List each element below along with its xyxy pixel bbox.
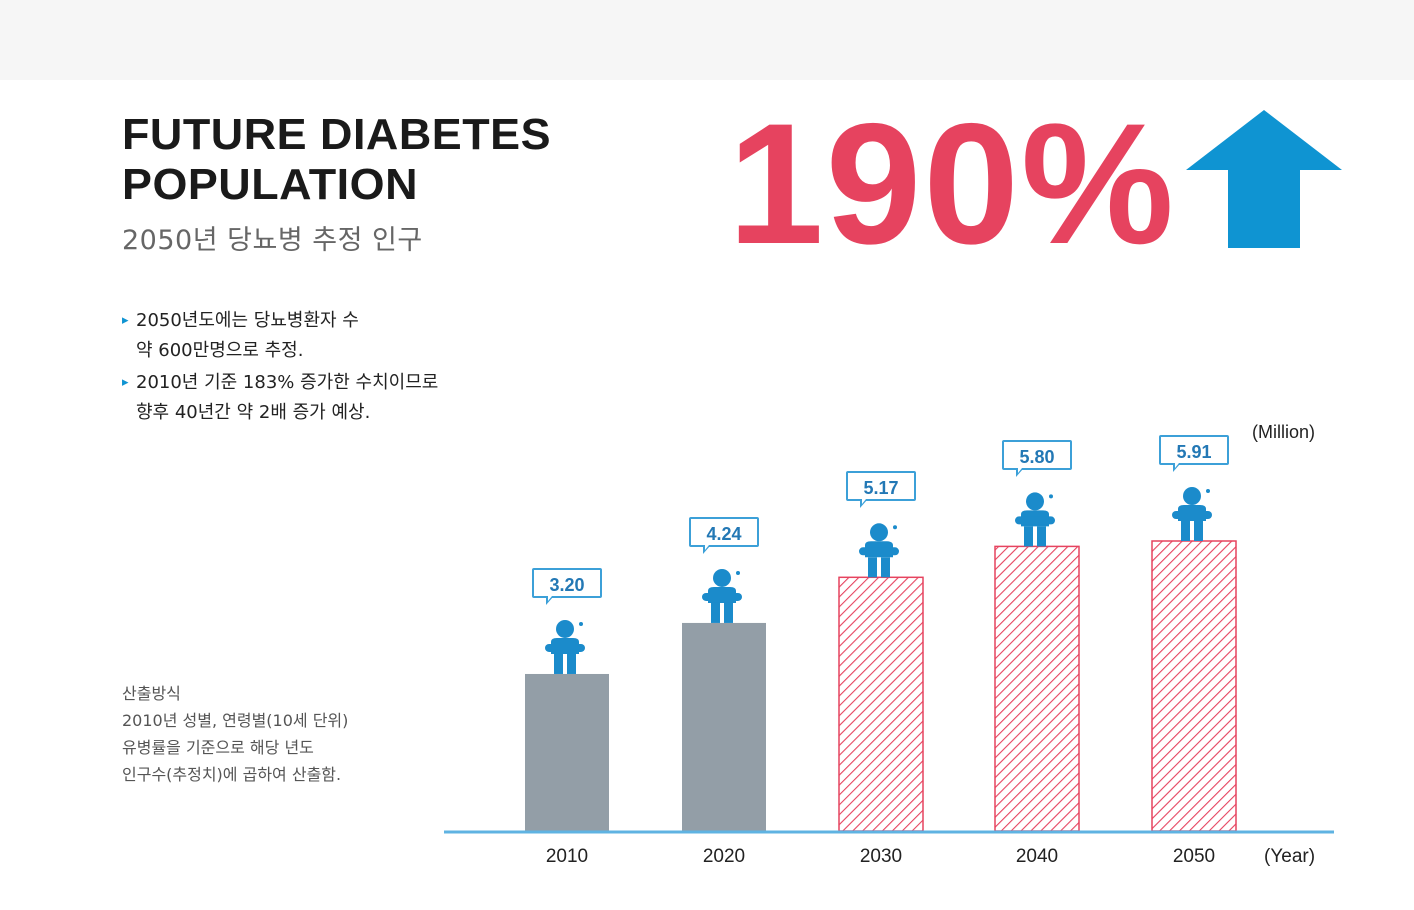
bar-2050 bbox=[1152, 541, 1236, 831]
x-unit-label: (Year) bbox=[1264, 846, 1315, 868]
x-tick-2010: 2010 bbox=[527, 846, 607, 868]
bar-2030 bbox=[839, 577, 923, 831]
x-tick-2030: 2030 bbox=[841, 846, 921, 868]
x-tick-2050: 2050 bbox=[1154, 846, 1234, 868]
value-label-2010: 3.20 bbox=[532, 568, 602, 598]
x-tick-2040: 2040 bbox=[997, 846, 1077, 868]
bar-2020 bbox=[682, 623, 766, 831]
value-label-2030: 5.17 bbox=[846, 471, 916, 501]
value-label-2050: 5.91 bbox=[1159, 435, 1229, 465]
person-icon bbox=[859, 523, 899, 577]
person-icon bbox=[702, 569, 742, 623]
bar-2040 bbox=[995, 546, 1079, 831]
person-icon bbox=[545, 620, 585, 674]
value-label-2020: 4.24 bbox=[689, 517, 759, 547]
person-icon bbox=[1015, 492, 1055, 546]
bar-2010 bbox=[525, 674, 609, 831]
x-tick-2020: 2020 bbox=[684, 846, 764, 868]
person-icon bbox=[1172, 487, 1212, 541]
value-label-2040: 5.80 bbox=[1002, 440, 1072, 470]
